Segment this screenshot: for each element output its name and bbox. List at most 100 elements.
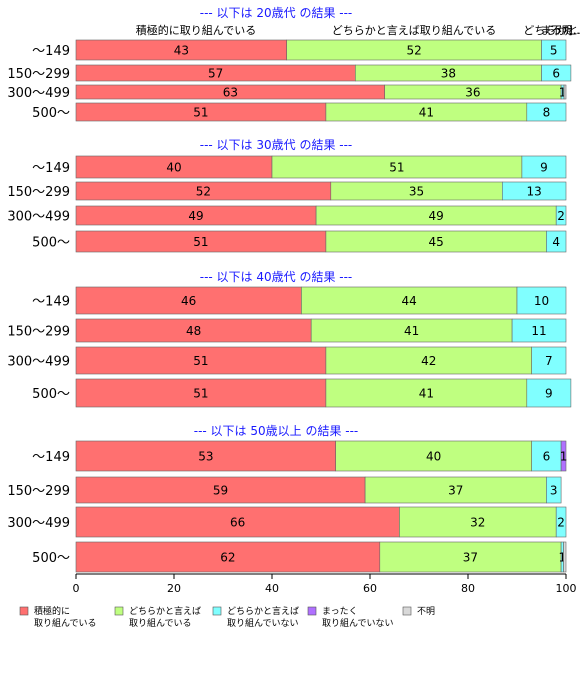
panel-title: --- 以下は 50歳以上 の結果 ---	[194, 424, 359, 438]
data-label: 51	[193, 106, 208, 120]
legend-label: どちらかと言えば	[129, 605, 201, 617]
bar-segment	[511, 318, 567, 343]
data-label: 35	[409, 185, 424, 199]
data-label: 49	[188, 209, 203, 223]
data-label: 7	[545, 354, 553, 368]
data-label: 2	[557, 516, 565, 530]
data-label: 52	[406, 44, 421, 58]
category-label: 150～299	[7, 484, 70, 499]
data-label: 45	[429, 235, 444, 249]
category-label: ～149	[32, 44, 70, 59]
panel-title: --- 以下は 20歳代 の結果 ---	[200, 6, 353, 20]
data-label: 9	[545, 387, 553, 401]
bar-segment	[75, 440, 337, 472]
bar-segment	[531, 346, 567, 375]
x-tick-label: 40	[265, 582, 279, 595]
data-label: 51	[389, 161, 404, 175]
data-label: 42	[421, 354, 436, 368]
legend-label: どちらかと言えば	[227, 605, 299, 617]
data-label: 51	[193, 235, 208, 249]
bar-segment	[75, 506, 400, 538]
data-label: 59	[213, 484, 228, 498]
data-label: 63	[223, 86, 238, 100]
data-label: 6	[552, 67, 560, 81]
series-header-label: まった...	[540, 24, 580, 37]
legend-label: 取り組んでいる	[34, 617, 97, 629]
data-label: 1	[559, 551, 567, 565]
category-label: ～149	[32, 295, 70, 310]
data-label: 57	[208, 67, 223, 81]
bar-segment	[555, 506, 567, 538]
data-label: 5	[550, 44, 558, 58]
data-label: 8	[543, 106, 551, 120]
category-label: 300～499	[7, 86, 70, 101]
bar-segment	[531, 440, 562, 472]
legend-label: 取り組んでいる	[129, 617, 192, 629]
data-label: 2	[557, 209, 565, 223]
data-label: 1	[559, 86, 567, 100]
data-label: 41	[419, 387, 434, 401]
bar-segment	[560, 440, 567, 472]
category-label: ～149	[32, 450, 70, 465]
legend-swatch	[402, 606, 412, 616]
data-label: 13	[527, 185, 542, 199]
data-label: 32	[470, 516, 485, 530]
category-label: 150～299	[7, 185, 70, 200]
bar-segment	[75, 286, 302, 315]
data-label: 49	[429, 209, 444, 223]
legend-label: 積極的に	[34, 605, 70, 617]
data-label: 52	[196, 185, 211, 199]
bar-segment	[521, 155, 567, 179]
bar-segment	[325, 346, 532, 375]
legend-label: 取り組んでいない	[322, 617, 394, 629]
data-label: 51	[193, 354, 208, 368]
data-label: 37	[463, 551, 478, 565]
category-label: 500～	[32, 106, 70, 121]
data-label: 4	[552, 235, 560, 249]
series-header-label: 積極的に取り組んでいる	[136, 23, 256, 37]
data-label: 40	[166, 161, 181, 175]
data-label: 3	[550, 484, 558, 498]
legend-label: 不明	[417, 606, 435, 617]
bar-segment	[501, 181, 567, 201]
data-label: 62	[220, 551, 235, 565]
bar-segment	[546, 230, 567, 253]
bar-segment	[541, 39, 567, 61]
category-label: 300～499	[7, 355, 70, 370]
data-label: 40	[426, 450, 441, 464]
series-header-label: 不明...	[551, 24, 580, 37]
category-label: 500～	[32, 236, 70, 251]
data-label: 51	[193, 387, 208, 401]
bar-segment	[399, 506, 557, 538]
data-label: 10	[534, 294, 549, 308]
bar-segment	[75, 476, 366, 504]
data-label: 66	[230, 516, 245, 530]
data-label: 44	[402, 294, 417, 308]
x-tick-label: 60	[363, 582, 377, 595]
legend-label: 取り組んでいない	[227, 617, 299, 629]
x-tick-label: 0	[73, 582, 80, 595]
bar-segment	[563, 84, 567, 100]
bar-segment	[335, 440, 533, 472]
data-label: 53	[198, 450, 213, 464]
data-label: 41	[404, 324, 419, 338]
bar-segment	[301, 286, 518, 315]
bar-segment	[555, 205, 567, 226]
bar-segment	[516, 286, 567, 315]
category-label: 150～299	[7, 325, 70, 340]
panel-title: --- 以下は 40歳代 の結果 ---	[200, 270, 353, 284]
bar-segment	[379, 541, 562, 573]
data-label: 48	[186, 324, 201, 338]
category-label: 500～	[32, 387, 70, 402]
category-label: 500～	[32, 551, 70, 566]
bar-segment	[526, 378, 572, 408]
data-label: 41	[419, 106, 434, 120]
legend-swatch	[19, 606, 29, 616]
data-label: 9	[540, 161, 548, 175]
data-label: 1	[560, 450, 568, 464]
bar-segment	[563, 541, 567, 573]
legend-swatch	[212, 606, 222, 616]
category-label: 300～499	[7, 516, 70, 531]
panel-title: --- 以下は 30歳代 の結果 ---	[200, 138, 353, 152]
